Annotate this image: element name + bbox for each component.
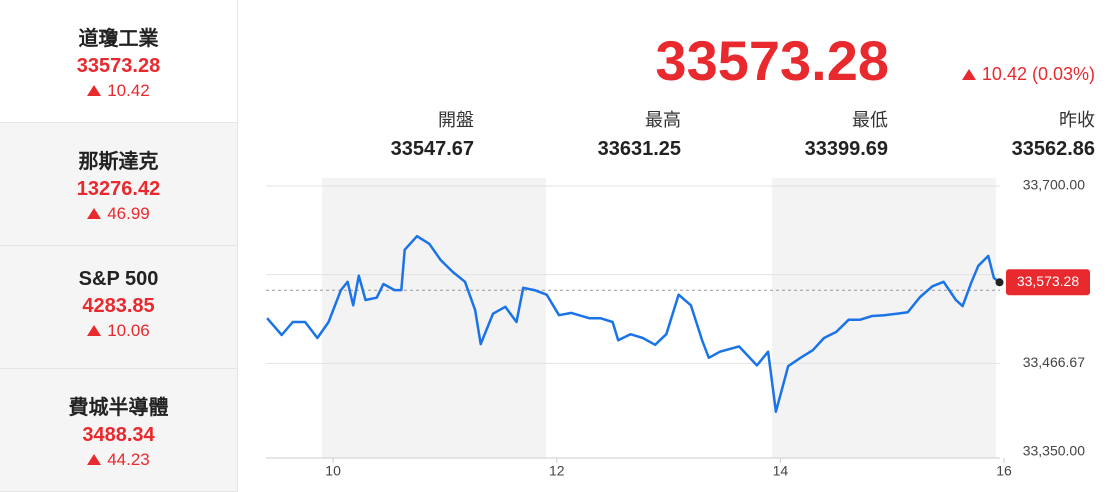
index-change: 46.99 [0,204,237,224]
change-text: 44.23 [107,450,150,469]
x-tick-label: 10 [325,463,341,479]
stat: 最高 33631.25 [521,106,681,161]
last-tag-label: 33,573.28 [1017,273,1079,289]
up-icon [87,85,102,96]
index-value: 3488.34 [82,424,155,446]
price-line [266,234,1001,413]
price-change: 10.42 (0.03%) [961,64,1095,85]
stat: 最低 33399.69 [728,106,888,161]
change-text: 10.42 (0.03%) [981,64,1095,84]
stat-label: 開盤 [438,110,474,130]
sidebar-item[interactable]: 那斯達克 13276.42 46.99 [0,123,238,246]
sidebar-item[interactable]: S&P 500 4283.85 10.06 [0,246,238,369]
stat-value: 33547.67 [390,138,474,160]
x-tick-label: 12 [549,463,565,479]
last-dot [995,278,1004,287]
index-name: 那斯達克 [78,151,159,173]
stat-value: 33562.86 [1011,138,1095,160]
stat-label: 最高 [645,110,681,130]
sidebar-item[interactable]: 費城半導體 3488.34 44.23 [0,369,238,492]
index-change: 44.23 [0,450,237,470]
y-tick-label: 33,700.00 [1023,177,1085,193]
index-value: 33573.28 [76,55,161,77]
index-value: 13276.42 [76,178,161,200]
index-name: S&P 500 [78,268,159,290]
y-tick-label: 33,466.67 [1023,354,1085,370]
day-shade [322,178,546,458]
stat-label: 最低 [852,110,888,130]
stat-value: 33399.69 [804,138,888,160]
stat: 昨收 33562.86 [935,106,1095,161]
up-icon [87,325,102,336]
change-text: 46.99 [107,204,150,223]
stat: 開盤 33547.67 [314,106,474,161]
index-change: 10.42 [0,81,237,101]
stat-label: 昨收 [1059,110,1095,130]
x-tick-label: 14 [773,463,789,479]
price: 33573.28 [655,29,889,92]
up-icon [87,454,102,465]
x-tick-label: 16 [996,463,1012,479]
index-change: 10.06 [0,321,237,341]
last-tag [1006,269,1090,296]
change-text: 10.06 [107,321,150,340]
change-text: 10.42 [107,81,150,100]
stat-value: 33631.25 [597,138,681,160]
sidebar-item[interactable]: 道瓊工業 33573.28 10.42 [0,0,238,123]
index-name: 道瓊工業 [78,28,159,50]
index-value: 4283.85 [82,295,155,317]
day-shade [772,178,996,458]
index-name: 費城半導體 [68,397,169,419]
up-icon [87,208,102,219]
y-tick-label: 33,350.00 [1023,443,1085,459]
